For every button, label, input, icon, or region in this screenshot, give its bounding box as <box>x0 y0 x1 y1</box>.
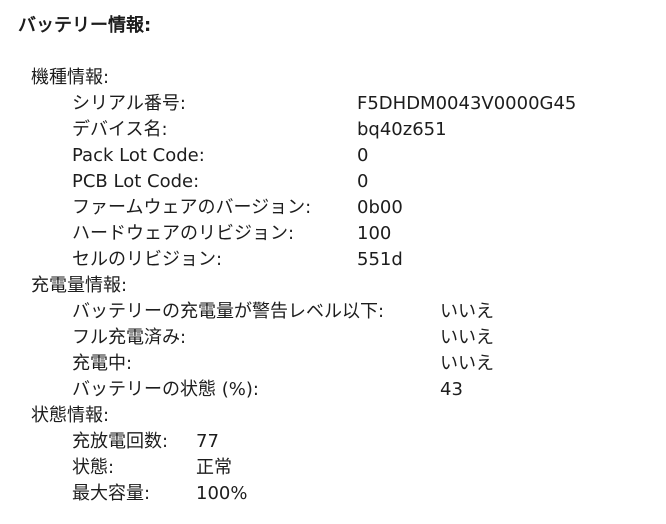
row-value: 100 <box>357 223 392 244</box>
section-label: 機種情報: <box>31 67 110 88</box>
row-value: 0b00 <box>357 197 403 218</box>
row-value: いいえ <box>440 301 494 322</box>
row-value: 551d <box>357 249 403 270</box>
section-label: 充電量情報: <box>31 275 128 296</box>
row-label: シリアル番号: <box>72 93 186 114</box>
row-value: 43 <box>440 379 463 400</box>
row-label: PCB Lot Code: <box>72 171 200 192</box>
row-label: 充電中: <box>72 353 133 374</box>
row-label: デバイス名: <box>72 119 168 140</box>
row-label: ハードウェアのリビジョン: <box>72 223 295 244</box>
row-label: フル充電済み: <box>72 327 187 348</box>
row-label: ファームウェアのバージョン: <box>72 197 312 218</box>
row-value: 77 <box>196 431 219 452</box>
row-value: いいえ <box>440 353 494 374</box>
row-label: Pack Lot Code: <box>72 145 205 166</box>
row-value: 0 <box>357 145 369 166</box>
row-label: 充放電回数: <box>72 431 169 452</box>
row-value: 100% <box>196 483 248 504</box>
row-label: バッテリーの充電量が警告レベル以下: <box>72 301 385 322</box>
page-title: バッテリー情報: <box>18 15 152 36</box>
row-value: bq40z651 <box>357 119 447 140</box>
section-label: 状態情報: <box>31 405 110 426</box>
row-value: 正常 <box>196 457 232 478</box>
row-label: 最大容量: <box>72 483 151 504</box>
row-label: セルのリビジョン: <box>72 249 223 270</box>
row-value: 0 <box>357 171 369 192</box>
row-label: 状態: <box>72 457 115 478</box>
row-value: F5DHDM0043V0000G45 <box>357 93 577 114</box>
row-value: いいえ <box>440 327 494 348</box>
row-label: バッテリーの状態 (%): <box>72 379 259 400</box>
